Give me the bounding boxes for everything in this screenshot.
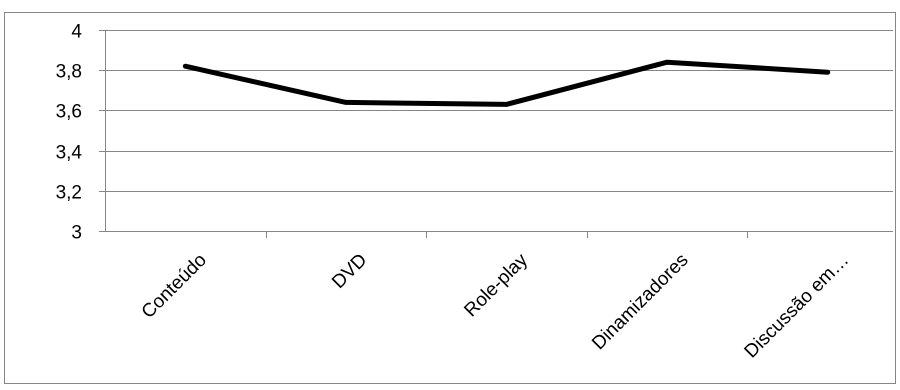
x-tick-label: Dinamizadores — [588, 250, 692, 354]
y-tick-label: 3,2 — [56, 183, 82, 204]
y-tick-label: 3 — [71, 223, 82, 244]
series-line — [182, 59, 831, 107]
y-tick-labels: 3 3,2 3,4 3,6 3,8 4 — [56, 22, 83, 244]
y-tick-label: 4 — [71, 22, 82, 43]
y-tick-label: 3,8 — [56, 62, 82, 83]
x-tick-label: Discussão em… — [741, 250, 854, 363]
x-tick-label: DVD — [328, 250, 371, 293]
x-tick-labels: Conteúdo DVD Role-play Dinamizadores Discuss… — [138, 249, 854, 362]
y-tick-label: 3,6 — [56, 102, 82, 123]
chart-area — [4, 12, 896, 384]
gridlines — [105, 30, 893, 192]
axes — [99, 30, 893, 238]
series-layer — [182, 59, 831, 107]
x-tick-label: Role-play — [460, 249, 532, 321]
x-tick-label: Conteúdo — [138, 250, 211, 323]
y-tick-label: 3,4 — [56, 143, 83, 164]
